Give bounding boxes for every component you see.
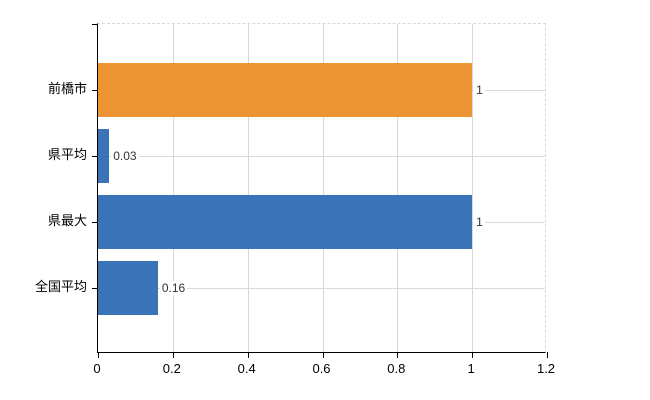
gridline-vertical xyxy=(247,24,249,352)
plot-area: 1 0.03 1 0.16 xyxy=(92,23,548,358)
x-axis-tick xyxy=(472,352,474,358)
x-axis-tick xyxy=(322,352,324,358)
bar-value-label: 1 xyxy=(474,83,485,97)
y-axis-tick xyxy=(92,90,98,91)
gridline-vertical xyxy=(472,24,474,352)
gridline-horizontal xyxy=(98,156,545,157)
category-label: 県平均 xyxy=(47,147,87,162)
x-axis-tick xyxy=(98,352,99,358)
bar xyxy=(98,195,473,249)
gridline-vertical xyxy=(322,24,324,352)
category-label: 全国平均 xyxy=(34,279,87,294)
bar-value-label: 0.16 xyxy=(159,281,188,295)
y-axis-tick xyxy=(92,156,98,157)
x-axis-tick xyxy=(247,352,249,358)
bar-value-label: 1 xyxy=(474,215,485,229)
x-axis-tick-label: 0.8 xyxy=(387,361,406,376)
bar xyxy=(98,63,473,117)
category-label: 県最大 xyxy=(47,213,87,228)
x-axis-tick xyxy=(172,352,174,358)
bar-value-label: 0.03 xyxy=(111,149,139,163)
x-axis-tick-label: 0.6 xyxy=(312,361,331,376)
y-axis-tick xyxy=(92,288,98,289)
gridline-horizontal xyxy=(98,288,545,289)
y-axis-end-tick xyxy=(92,24,98,25)
x-axis-tick-label: 1.2 xyxy=(536,361,556,376)
x-axis-tick xyxy=(397,352,399,358)
gridline-vertical xyxy=(172,24,174,352)
bar xyxy=(98,261,158,315)
x-axis-tick-label: 1 xyxy=(467,361,475,376)
bar xyxy=(98,129,110,183)
x-axis-tick-label: 0.2 xyxy=(162,361,181,376)
x-axis-tick-label: 0 xyxy=(93,361,101,376)
gridline-vertical xyxy=(397,24,399,352)
category-label: 前橋市 xyxy=(47,81,87,96)
y-axis-tick xyxy=(92,222,98,223)
x-axis-tick xyxy=(547,352,548,358)
x-axis-tick-label: 0.4 xyxy=(237,361,256,376)
